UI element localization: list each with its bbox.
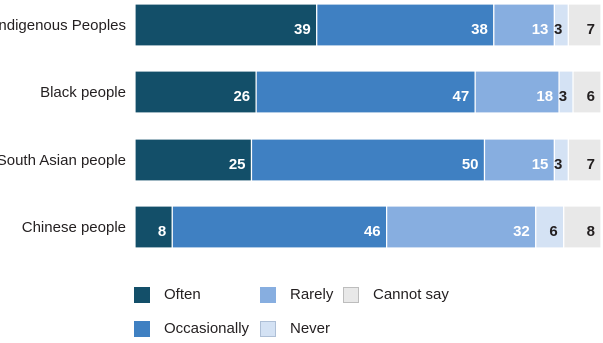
value-label-south-asian-people-often: 25 bbox=[229, 156, 246, 173]
legend-item-often: Often bbox=[134, 286, 201, 303]
legend-swatch-occasionally bbox=[134, 320, 150, 337]
legend-item-rarely: Rarely bbox=[260, 286, 333, 303]
category-label-chinese-people: Chinese people bbox=[22, 219, 126, 236]
value-label-indigenous-peoples-often: 39 bbox=[294, 21, 311, 38]
legend-swatch-often bbox=[134, 286, 150, 303]
value-label-south-asian-people-occasionally: 50 bbox=[462, 156, 479, 173]
bar-segment-indigenous-peoples-cannot-say bbox=[567, 3, 602, 47]
category-label-indigenous-peoples: Indigenous Peoples bbox=[0, 17, 126, 34]
value-label-south-asian-people-never: 3 bbox=[554, 156, 562, 173]
bar-segment-chinese-people-cannot-say bbox=[563, 205, 602, 249]
bar-segment-chinese-people-often bbox=[134, 205, 173, 249]
value-label-chinese-people-occasionally: 46 bbox=[364, 223, 381, 240]
value-label-black-people-often: 26 bbox=[233, 88, 250, 105]
bar-segment-chinese-people-rarely bbox=[386, 205, 537, 249]
bar-segment-black-people-often bbox=[134, 70, 257, 114]
value-label-chinese-people-often: 8 bbox=[158, 223, 166, 240]
legend-label-occasionally: Occasionally bbox=[164, 320, 250, 337]
bar-segment-south-asian-people-cannot-say bbox=[567, 138, 602, 182]
value-label-black-people-rarely: 18 bbox=[536, 88, 553, 105]
legend-item-never: Never bbox=[260, 320, 330, 337]
legend-item-occasionally: Occasionally bbox=[134, 320, 249, 337]
bar-segment-chinese-people-occasionally bbox=[171, 205, 388, 249]
value-label-indigenous-peoples-never: 3 bbox=[554, 21, 562, 38]
legend-label-rarely: Rarely bbox=[290, 286, 334, 303]
value-label-indigenous-peoples-rarely: 13 bbox=[532, 21, 549, 38]
legend-swatch-rarely bbox=[260, 286, 276, 303]
value-label-chinese-people-rarely: 32 bbox=[513, 223, 530, 240]
category-label-black-people: Black people bbox=[40, 84, 126, 101]
legend-label-never: Never bbox=[290, 320, 331, 337]
value-label-chinese-people-cannot-say: 8 bbox=[587, 223, 595, 240]
value-label-south-asian-people-rarely: 15 bbox=[532, 156, 549, 173]
legend-swatch-never bbox=[260, 320, 276, 337]
legend-label-often: Often bbox=[164, 286, 201, 303]
value-label-indigenous-peoples-cannot-say: 7 bbox=[587, 21, 595, 38]
value-label-indigenous-peoples-occasionally: 38 bbox=[471, 21, 488, 38]
legend-item-cannot-say: Cannot say bbox=[343, 286, 449, 303]
legend-swatch-cannot-say bbox=[343, 286, 359, 303]
bar-segment-chinese-people-never bbox=[535, 205, 565, 249]
bar-segment-south-asian-people-often bbox=[134, 138, 253, 182]
bar-segment-black-people-cannot-say bbox=[572, 70, 602, 114]
value-label-south-asian-people-cannot-say: 7 bbox=[587, 156, 595, 173]
legend-label-cannot-say: Cannot say bbox=[373, 286, 449, 303]
value-label-black-people-never: 3 bbox=[559, 88, 567, 105]
bar-segment-south-asian-people-occasionally bbox=[250, 138, 486, 182]
bar-segment-indigenous-peoples-rarely bbox=[493, 3, 556, 47]
category-label-south-asian-people: South Asian people bbox=[0, 152, 126, 169]
value-label-black-people-occasionally: 47 bbox=[452, 88, 469, 105]
value-label-chinese-people-never: 6 bbox=[549, 223, 557, 240]
value-label-black-people-cannot-say: 6 bbox=[587, 88, 595, 105]
